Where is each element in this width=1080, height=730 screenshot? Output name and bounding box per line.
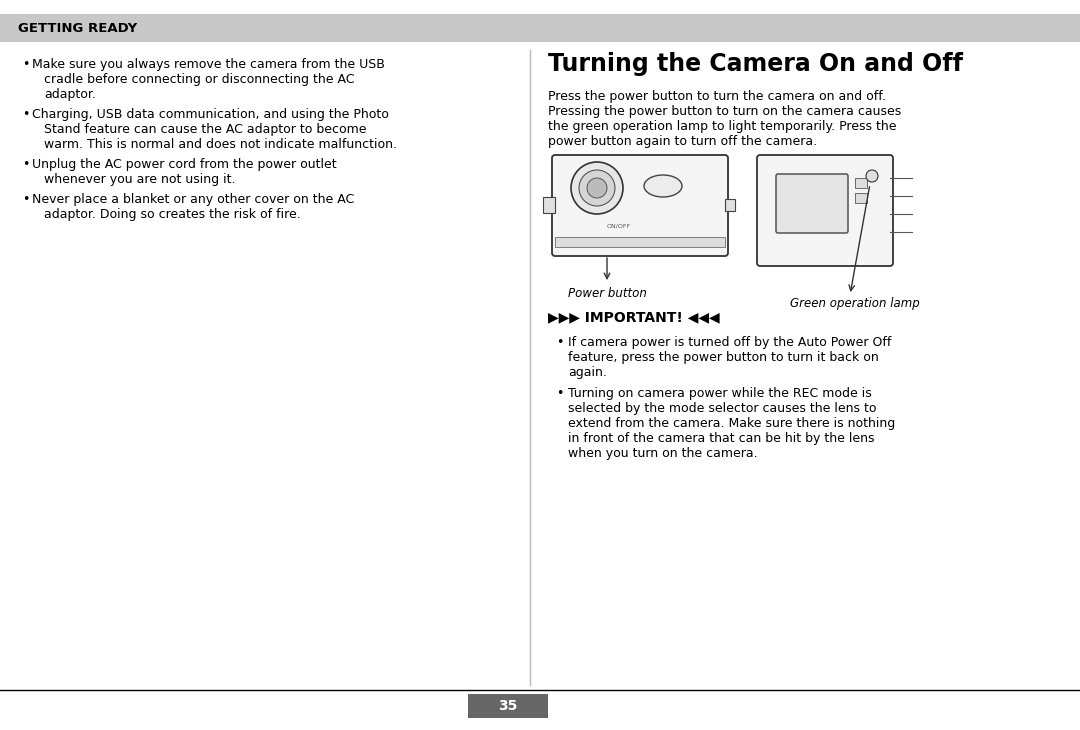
Ellipse shape	[644, 175, 681, 197]
Text: Stand feature can cause the AC adaptor to become: Stand feature can cause the AC adaptor t…	[44, 123, 366, 136]
Text: whenever you are not using it.: whenever you are not using it.	[44, 173, 235, 186]
Text: extend from the camera. Make sure there is nothing: extend from the camera. Make sure there …	[568, 417, 895, 430]
Text: the green operation lamp to light temporarily. Press the: the green operation lamp to light tempor…	[548, 120, 896, 133]
Text: •: •	[556, 336, 564, 349]
Text: •: •	[22, 193, 29, 206]
Text: ON/OFF: ON/OFF	[607, 223, 631, 228]
Text: selected by the mode selector causes the lens to: selected by the mode selector causes the…	[568, 402, 877, 415]
Text: •: •	[22, 58, 29, 71]
Bar	[855, 178, 867, 188]
Text: 35: 35	[498, 699, 517, 713]
Text: Power button: Power button	[568, 287, 647, 300]
Text: GETTING READY: GETTING READY	[18, 21, 137, 34]
Text: adaptor.: adaptor.	[44, 88, 96, 101]
Circle shape	[866, 170, 878, 182]
Bar	[0, 14, 1080, 42]
Text: feature, press the power button to turn it back on: feature, press the power button to turn …	[568, 351, 879, 364]
Bar	[543, 197, 555, 213]
Text: cradle before connecting or disconnecting the AC: cradle before connecting or disconnectin…	[44, 73, 354, 86]
Text: adaptor. Doing so creates the risk of fire.: adaptor. Doing so creates the risk of fi…	[44, 208, 300, 221]
Circle shape	[571, 162, 623, 214]
Text: in front of the camera that can be hit by the lens: in front of the camera that can be hit b…	[568, 432, 875, 445]
Text: •: •	[22, 158, 29, 171]
Bar	[555, 237, 725, 247]
Text: Green operation lamp: Green operation lamp	[789, 297, 920, 310]
FancyBboxPatch shape	[777, 174, 848, 233]
FancyBboxPatch shape	[757, 155, 893, 266]
Circle shape	[588, 178, 607, 198]
Text: power button again to turn off the camera.: power button again to turn off the camer…	[548, 135, 818, 148]
Circle shape	[579, 170, 615, 206]
Text: Press the power button to turn the camera on and off.: Press the power button to turn the camer…	[548, 90, 886, 103]
Text: again.: again.	[568, 366, 607, 379]
Bar	[725, 199, 735, 211]
Text: ▶▶▶ IMPORTANT! ◀◀◀: ▶▶▶ IMPORTANT! ◀◀◀	[548, 310, 719, 324]
FancyBboxPatch shape	[552, 155, 728, 256]
Text: Make sure you always remove the camera from the USB: Make sure you always remove the camera f…	[32, 58, 384, 71]
Text: when you turn on the camera.: when you turn on the camera.	[568, 447, 758, 460]
Text: Unplug the AC power cord from the power outlet: Unplug the AC power cord from the power …	[32, 158, 337, 171]
Bar	[468, 694, 548, 718]
Text: Turning the Camera On and Off: Turning the Camera On and Off	[548, 52, 963, 76]
Text: Never place a blanket or any other cover on the AC: Never place a blanket or any other cover…	[32, 193, 354, 206]
Bar	[855, 193, 867, 203]
Text: Charging, USB data communication, and using the Photo: Charging, USB data communication, and us…	[32, 108, 389, 121]
Text: •: •	[22, 108, 29, 121]
Text: warm. This is normal and does not indicate malfunction.: warm. This is normal and does not indica…	[44, 138, 397, 151]
Text: If camera power is turned off by the Auto Power Off: If camera power is turned off by the Aut…	[568, 336, 891, 349]
Text: Pressing the power button to turn on the camera causes: Pressing the power button to turn on the…	[548, 105, 901, 118]
Text: •: •	[556, 387, 564, 400]
Text: Turning on camera power while the REC mode is: Turning on camera power while the REC mo…	[568, 387, 872, 400]
